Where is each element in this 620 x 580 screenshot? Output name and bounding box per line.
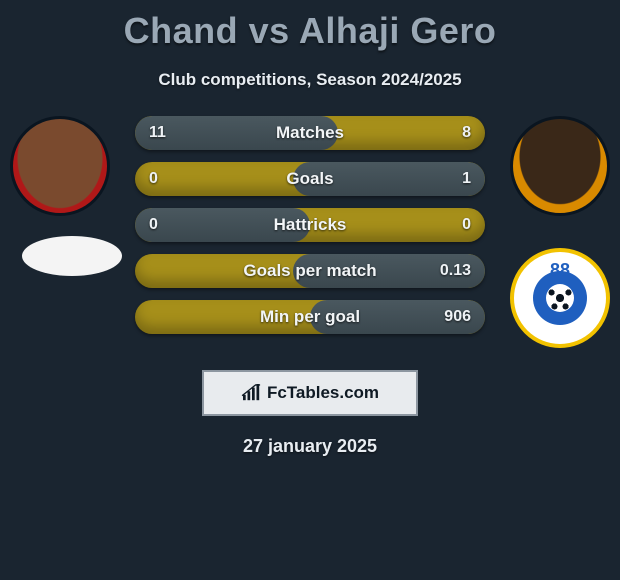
club-right-number: 88 <box>550 260 570 281</box>
stat-label: Matches <box>135 116 485 150</box>
club-right-logo: 88 <box>510 248 610 348</box>
stat-right-value: 1 <box>462 162 471 196</box>
stat-right-value: 906 <box>444 300 471 334</box>
comparison-arena: 88 11Matches80Goals10Hattricks0Goals per… <box>0 116 620 356</box>
stat-label: Min per goal <box>135 300 485 334</box>
stat-bars: 11Matches80Goals10Hattricks0Goals per ma… <box>135 116 485 346</box>
soccer-ball-icon <box>546 284 574 312</box>
stat-row: 0Hattricks0 <box>135 208 485 242</box>
stat-right-value: 0 <box>462 208 471 242</box>
stat-row: Goals per match0.13 <box>135 254 485 288</box>
stat-right-value: 0.13 <box>440 254 471 288</box>
stat-label: Goals <box>135 162 485 196</box>
club-left-logo <box>22 236 122 276</box>
brand-text: FcTables.com <box>267 383 379 403</box>
stat-row: 11Matches8 <box>135 116 485 150</box>
subtitle: Club competitions, Season 2024/2025 <box>0 70 620 90</box>
stat-row: Min per goal906 <box>135 300 485 334</box>
stat-label: Goals per match <box>135 254 485 288</box>
brand-box: FcTables.com <box>202 370 418 416</box>
page-title: Chand vs Alhaji Gero <box>0 0 620 52</box>
stat-row: 0Goals1 <box>135 162 485 196</box>
player-left-avatar <box>10 116 110 216</box>
player-right-avatar <box>510 116 610 216</box>
chart-icon <box>241 384 263 402</box>
stat-label: Hattricks <box>135 208 485 242</box>
date-text: 27 january 2025 <box>0 436 620 457</box>
stat-right-value: 8 <box>462 116 471 150</box>
